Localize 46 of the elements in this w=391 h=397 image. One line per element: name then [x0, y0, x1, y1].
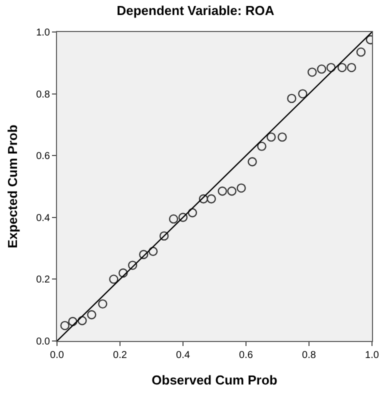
- x-tick-label: 0.6: [239, 350, 254, 361]
- x-tick-label: 0.4: [176, 350, 190, 361]
- point: [118, 268, 128, 278]
- point: [356, 47, 366, 57]
- x-tick-label: 0.0: [50, 350, 64, 361]
- point: [308, 68, 317, 77]
- point: [198, 194, 208, 204]
- x-tick-label: 0.8: [302, 350, 316, 361]
- point: [87, 310, 96, 320]
- y-tick-label: 0.4: [36, 212, 50, 224]
- point: [326, 62, 336, 72]
- point: [218, 186, 227, 196]
- point: [139, 250, 148, 260]
- y-axis-title: Expected Cum Prob: [5, 124, 20, 248]
- point: [128, 260, 138, 270]
- point: [236, 183, 246, 193]
- point: [257, 142, 266, 151]
- x-axis-title: Observed Cum Prob: [152, 372, 278, 388]
- y-tick-label: 0.2: [36, 274, 50, 286]
- point: [160, 231, 169, 241]
- point: [78, 316, 87, 326]
- y-tick-label: 0.0: [36, 336, 50, 348]
- point: [60, 320, 70, 330]
- point: [317, 64, 326, 74]
- point: [298, 89, 308, 98]
- y-tick-label: 0.6: [36, 151, 50, 162]
- point: [266, 132, 276, 142]
- point: [248, 157, 257, 166]
- point: [168, 214, 178, 224]
- point: [109, 274, 118, 284]
- y-tick-label: 0.8: [36, 89, 50, 100]
- point: [148, 246, 158, 256]
- point: [206, 194, 216, 204]
- point: [346, 62, 356, 72]
- point: [337, 62, 347, 72]
- point: [278, 132, 287, 142]
- point: [68, 316, 78, 326]
- point: [287, 94, 296, 104]
- x-tick-label: 1.0: [365, 350, 380, 361]
- point: [188, 208, 198, 218]
- chart-title: Dependent Variable: ROA: [116, 3, 275, 18]
- x-tick-label: 0.2: [113, 350, 128, 361]
- point: [178, 212, 188, 222]
- point: [98, 299, 108, 309]
- y-tick-label: 1.0: [36, 28, 50, 38]
- point: [227, 186, 236, 196]
